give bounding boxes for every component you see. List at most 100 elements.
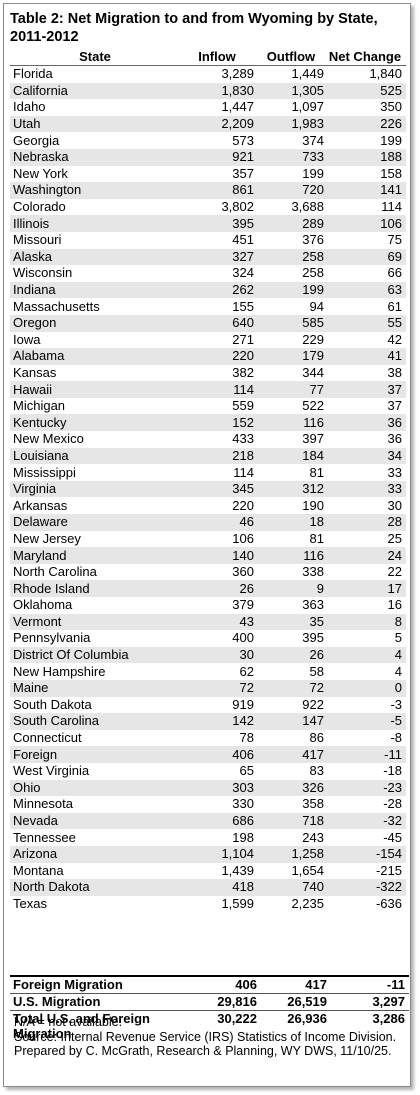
- rows-row: Connecticut 78 86 -8: [10, 730, 406, 747]
- outflow-cell: 94: [258, 298, 328, 315]
- net-change-cell: 28: [328, 514, 406, 531]
- inflow-cell: 395: [180, 215, 258, 232]
- outflow-cell: 397: [258, 431, 328, 448]
- outflow-cell: 26,519: [261, 994, 331, 1011]
- outflow-cell: 26: [258, 647, 328, 664]
- state-cell: New Mexico: [10, 431, 180, 448]
- outflow-cell: 116: [258, 547, 328, 564]
- outflow-cell: 35: [258, 614, 328, 631]
- rows-row: Georgia 573 374 199: [10, 132, 406, 149]
- inflow-cell: 1,439: [180, 863, 258, 880]
- state-cell: Nevada: [10, 813, 180, 830]
- state-cell: Kentucky: [10, 414, 180, 431]
- inflow-cell: 433: [180, 431, 258, 448]
- header-net-change: Net Change: [328, 48, 406, 66]
- net-change-cell: -322: [328, 879, 406, 896]
- net-change-cell: 42: [328, 332, 406, 349]
- state-cell: Georgia: [10, 132, 180, 149]
- net-change-cell: 24: [328, 547, 406, 564]
- state-cell: Alabama: [10, 348, 180, 365]
- rows-row: Arkansas 220 190 30: [10, 497, 406, 514]
- state-cell: New York: [10, 166, 180, 183]
- rows-row: Massachusetts 155 94 61: [10, 298, 406, 315]
- net-change-cell: -11: [328, 746, 406, 763]
- state-cell: Mississippi: [10, 464, 180, 481]
- state-cell: Idaho: [10, 99, 180, 116]
- inflow-cell: 324: [180, 265, 258, 282]
- inflow-cell: 400: [180, 630, 258, 647]
- state-cell: California: [10, 83, 180, 100]
- net-change-cell: -636: [328, 896, 406, 913]
- rows-row: Virginia 345 312 33: [10, 481, 406, 498]
- inflow-cell: 573: [180, 132, 258, 149]
- state-cell: Massachusetts: [10, 298, 180, 315]
- inflow-cell: 3,289: [180, 66, 258, 83]
- net-change-cell: 1,840: [328, 66, 406, 83]
- header-row: State Inflow Outflow Net Change: [10, 48, 406, 66]
- outflow-cell: 718: [258, 813, 328, 830]
- inflow-cell: 114: [180, 381, 258, 398]
- inflow-cell: 1,830: [180, 83, 258, 100]
- net-change-cell: 3,297: [331, 994, 409, 1011]
- net-change-cell: 141: [328, 182, 406, 199]
- footnotes: N/A = not available. Source: Internal Re…: [14, 1015, 406, 1059]
- net-change-cell: 350: [328, 99, 406, 116]
- outflow-cell: 116: [258, 414, 328, 431]
- state-cell: Pennsylvania: [10, 630, 180, 647]
- outflow-cell: 243: [258, 829, 328, 846]
- inflow-cell: 26: [180, 580, 258, 597]
- outflow-cell: 376: [258, 232, 328, 249]
- rows-row: Utah 2,209 1,983 226: [10, 116, 406, 133]
- net-change-cell: -215: [328, 863, 406, 880]
- rows-row: Tennessee 198 243 -45: [10, 829, 406, 846]
- state-cell: Foreign Migration: [10, 976, 183, 994]
- state-cell: Indiana: [10, 282, 180, 299]
- inflow-cell: 2,209: [180, 116, 258, 133]
- outflow-cell: 190: [258, 497, 328, 514]
- rows-row: Indiana 262 199 63: [10, 282, 406, 299]
- net-change-cell: 63: [328, 282, 406, 299]
- outflow-cell: 522: [258, 398, 328, 415]
- state-cell: Louisiana: [10, 448, 180, 465]
- rows-row: Florida 3,289 1,449 1,840: [10, 66, 406, 83]
- state-cell: Texas: [10, 896, 180, 913]
- outflow-cell: 1,305: [258, 83, 328, 100]
- inflow-cell: 62: [180, 663, 258, 680]
- inflow-cell: 559: [180, 398, 258, 415]
- inflow-cell: 451: [180, 232, 258, 249]
- inflow-cell: 155: [180, 298, 258, 315]
- rows-row: Ohio 303 326 -23: [10, 780, 406, 797]
- rows-row: South Carolina 142 147 -5: [10, 713, 406, 730]
- outflow-cell: 585: [258, 315, 328, 332]
- rows-row: Kentucky 152 116 36: [10, 414, 406, 431]
- inflow-cell: 345: [180, 481, 258, 498]
- state-cell: Oklahoma: [10, 597, 180, 614]
- net-change-cell: -154: [328, 846, 406, 863]
- net-change-cell: 16: [328, 597, 406, 614]
- state-cell: West Virginia: [10, 763, 180, 780]
- rows-row: New Mexico 433 397 36: [10, 431, 406, 448]
- inflow-cell: 379: [180, 597, 258, 614]
- outflow-cell: 417: [261, 976, 331, 994]
- rows-row: Minnesota 330 358 -28: [10, 796, 406, 813]
- header-state: State: [10, 48, 180, 66]
- net-change-cell: 38: [328, 365, 406, 382]
- outflow-cell: 733: [258, 149, 328, 166]
- state-cell: New Jersey: [10, 531, 180, 548]
- net-change-cell: 188: [328, 149, 406, 166]
- outflow-cell: 1,258: [258, 846, 328, 863]
- state-cell: Virginia: [10, 481, 180, 498]
- outflow-cell: 3,688: [258, 199, 328, 216]
- net-change-cell: 37: [328, 381, 406, 398]
- state-cell: Rhode Island: [10, 580, 180, 597]
- state-cell: Kansas: [10, 365, 180, 382]
- net-change-cell: -28: [328, 796, 406, 813]
- state-cell: Wisconsin: [10, 265, 180, 282]
- inflow-cell: 65: [180, 763, 258, 780]
- outflow-cell: 363: [258, 597, 328, 614]
- net-change-cell: -8: [328, 730, 406, 747]
- state-cell: South Dakota: [10, 697, 180, 714]
- state-cell: Illinois: [10, 215, 180, 232]
- state-cell: Maine: [10, 680, 180, 697]
- rows-row: Kansas 382 344 38: [10, 365, 406, 382]
